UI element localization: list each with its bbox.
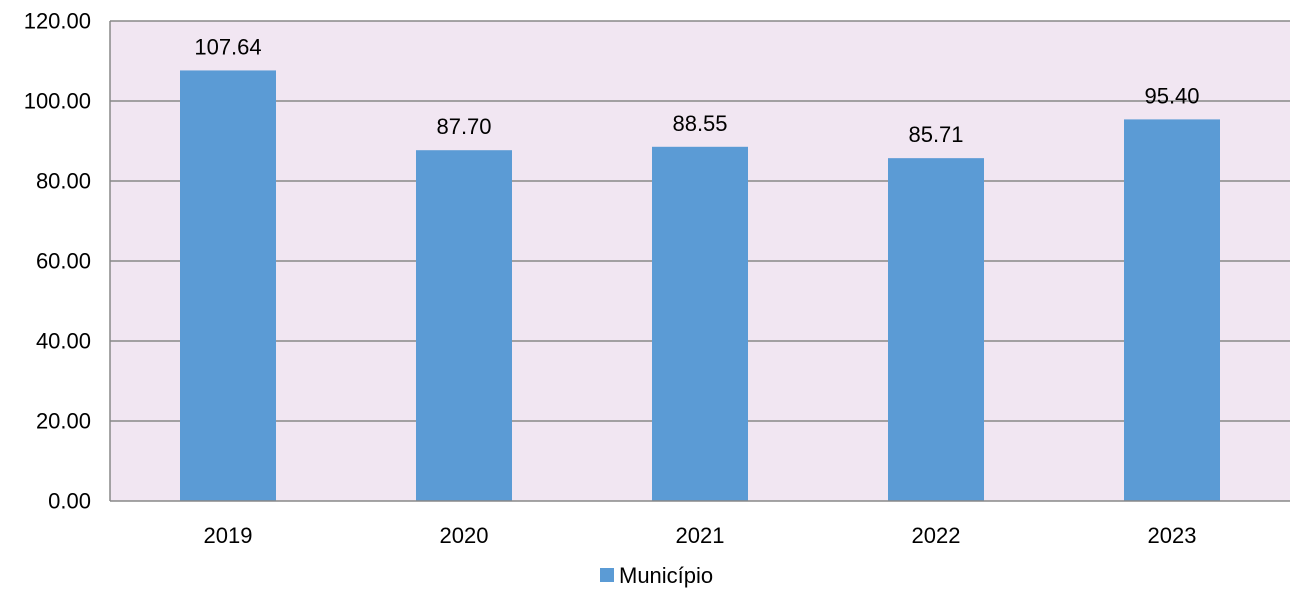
y-tick-label: 0.00 [48, 489, 91, 514]
bar [1124, 119, 1220, 502]
y-tick-label: 100.00 [24, 89, 91, 114]
legend-label: Município [619, 563, 713, 588]
x-tick-label: 2020 [440, 523, 489, 548]
x-tick-label: 2023 [1148, 523, 1197, 548]
y-tick-label: 80.00 [36, 169, 91, 194]
data-label: 107.64 [194, 34, 261, 59]
y-tick-label: 20.00 [36, 409, 91, 434]
y-tick-label: 120.00 [24, 9, 91, 34]
bar [888, 158, 984, 501]
x-tick-label: 2021 [676, 523, 725, 548]
y-tick-label: 60.00 [36, 249, 91, 274]
data-label: 87.70 [436, 114, 491, 139]
data-label: 95.40 [1144, 83, 1199, 108]
legend-swatch [600, 568, 614, 582]
y-tick-label: 40.00 [36, 329, 91, 354]
x-tick-label: 2019 [204, 523, 253, 548]
x-tick-label: 2022 [912, 523, 961, 548]
bar [180, 70, 276, 501]
bar [652, 146, 748, 502]
data-label: 88.55 [672, 111, 727, 136]
data-label: 85.71 [908, 122, 963, 147]
bar [416, 150, 512, 501]
